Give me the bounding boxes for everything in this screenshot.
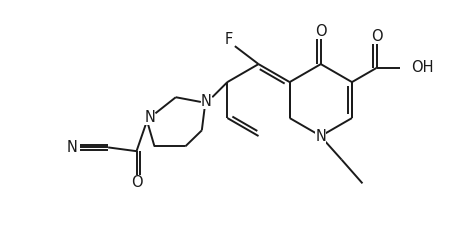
Text: O: O xyxy=(371,29,382,44)
Text: N: N xyxy=(316,129,326,144)
Text: F: F xyxy=(225,32,233,47)
Text: OH: OH xyxy=(411,60,433,75)
Text: N: N xyxy=(144,110,155,125)
Text: O: O xyxy=(315,24,327,39)
Text: O: O xyxy=(131,175,142,190)
Text: N: N xyxy=(201,94,212,109)
Text: N: N xyxy=(67,140,78,155)
